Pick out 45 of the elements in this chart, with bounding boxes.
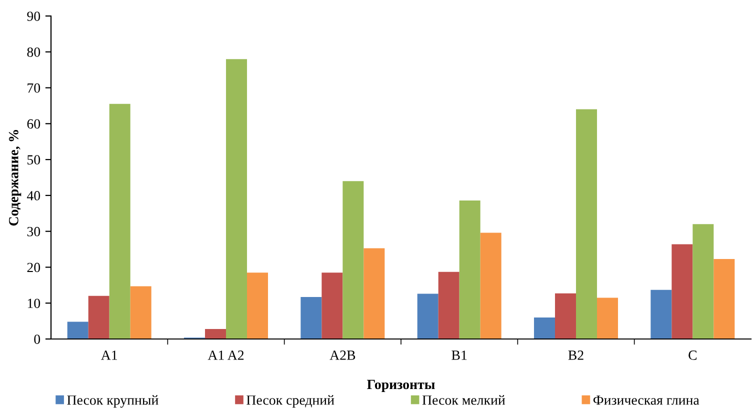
legend-label: Физическая глина <box>593 396 700 405</box>
bar <box>692 224 714 339</box>
y-tick-label: 50 <box>28 155 40 165</box>
bar <box>226 59 247 339</box>
bar <box>459 200 480 339</box>
y-tick-label: 20 <box>27 262 40 272</box>
bar <box>555 293 576 339</box>
bar <box>672 244 693 339</box>
y-tick-label: 80 <box>27 47 40 57</box>
bar <box>714 258 735 339</box>
x-axis-title: Горизонты <box>367 380 435 392</box>
legend-label: Песок мелкий <box>422 395 506 405</box>
y-tick-label: 10 <box>28 298 40 308</box>
x-tick-label: C <box>688 350 697 360</box>
bar <box>300 297 322 339</box>
bar <box>67 322 88 339</box>
bar <box>364 248 385 339</box>
bar <box>109 104 130 339</box>
y-tick-label: 30 <box>27 226 40 236</box>
legend-label: Песок крупный <box>67 395 158 408</box>
x-tick-label: B1 <box>452 350 467 360</box>
x-tick-label: A2B <box>330 350 356 360</box>
y-tick-label: 90 <box>27 12 40 21</box>
bar <box>597 298 618 339</box>
bar <box>342 181 364 339</box>
bar <box>247 272 268 339</box>
y-tick-label: 60 <box>27 119 40 129</box>
bar <box>130 286 152 339</box>
bar <box>322 272 343 339</box>
y-tick-label: 70 <box>28 83 40 93</box>
y-tick-label: 40 <box>26 191 40 200</box>
bar <box>576 109 597 339</box>
x-tick-label: A1 <box>100 350 117 360</box>
legend-label: Песок средний <box>246 395 334 408</box>
bar <box>650 290 672 339</box>
bar <box>88 296 110 339</box>
y-tick-label: 0 <box>34 334 40 344</box>
bar <box>480 232 502 339</box>
bar <box>534 317 555 339</box>
y-axis-title: Содержание, % <box>8 130 22 226</box>
bar <box>438 272 460 339</box>
bar <box>417 294 438 339</box>
bar <box>205 328 226 339</box>
x-tick-label: A1 A2 <box>208 350 244 360</box>
x-tick-label: B2 <box>568 350 584 360</box>
